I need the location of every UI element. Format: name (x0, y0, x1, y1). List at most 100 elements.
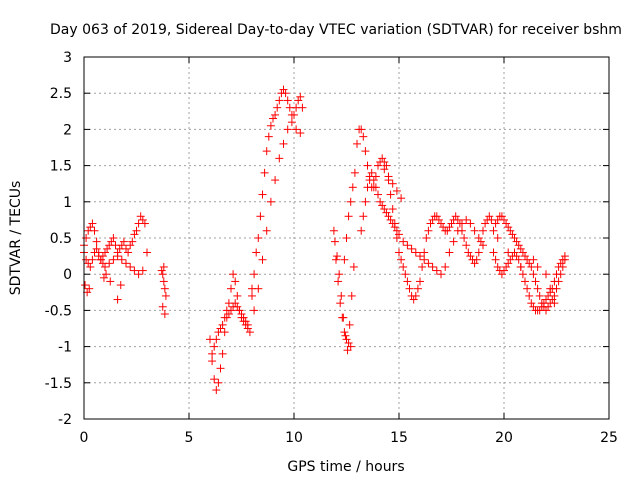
data-point (533, 284, 542, 293)
data-point (397, 194, 406, 203)
y-tick-label: 2 (63, 122, 72, 138)
data-point (94, 252, 103, 261)
data-point (514, 255, 523, 264)
data-point (405, 284, 414, 293)
data-point (388, 219, 397, 228)
data-point (424, 259, 433, 268)
data-point (504, 248, 513, 257)
data-point (237, 313, 246, 322)
data-point (241, 320, 250, 329)
data-point (506, 255, 515, 264)
data-point (340, 255, 349, 264)
data-point (124, 248, 133, 257)
data-point (86, 223, 95, 232)
y-tick-label: 2.5 (50, 86, 72, 102)
data-point (374, 190, 382, 199)
data-point (462, 241, 471, 250)
y-tick-label: -2 (58, 412, 72, 428)
data-point (481, 219, 490, 228)
data-point (92, 237, 101, 246)
data-point (497, 270, 506, 279)
data-point (493, 262, 502, 271)
data-point (345, 320, 354, 329)
data-point (384, 172, 393, 181)
data-point (359, 132, 368, 141)
data-point (512, 252, 521, 261)
data-point (542, 270, 550, 279)
x-tick-label: 15 (390, 430, 408, 446)
data-point (416, 252, 424, 261)
data-point (350, 168, 359, 177)
data-point (529, 270, 538, 279)
data-point (560, 255, 569, 264)
data-point (103, 244, 112, 253)
data-point (260, 168, 269, 177)
data-point (292, 125, 301, 134)
data-point (281, 89, 290, 98)
data-point (502, 219, 511, 228)
data-point (529, 302, 538, 311)
plot-frame (83, 56, 610, 420)
data-point (138, 266, 147, 275)
data-point (411, 291, 420, 300)
data-point (227, 284, 235, 293)
data-point (363, 161, 372, 170)
data-point (556, 259, 565, 268)
data-point (348, 183, 357, 192)
data-point (273, 103, 282, 112)
data-point (380, 205, 389, 214)
y-tick-label: -0.5 (45, 303, 72, 319)
data-point (428, 262, 437, 271)
data-point (254, 234, 263, 242)
data-point (344, 338, 353, 347)
x-tick-label: 20 (495, 430, 513, 446)
y-tick-label: 0.5 (50, 231, 72, 247)
data-point (341, 331, 350, 340)
data-point (493, 234, 502, 242)
data-point (447, 219, 456, 228)
data-point (445, 223, 454, 232)
data-point (347, 291, 356, 300)
data-point (363, 183, 372, 192)
data-point (374, 161, 382, 170)
data-point (262, 147, 271, 156)
data-point (229, 270, 238, 279)
data-point (279, 85, 288, 94)
data-point (432, 266, 441, 275)
data-point (336, 299, 345, 308)
data-point (359, 212, 368, 221)
data-point (512, 237, 521, 246)
data-point (250, 306, 259, 315)
data-point (136, 212, 145, 221)
data-point (105, 259, 114, 268)
data-point (525, 291, 534, 300)
data-point (342, 234, 351, 242)
data-point (497, 212, 506, 221)
data-point (210, 342, 219, 351)
data-point (126, 241, 135, 250)
data-point (106, 277, 115, 286)
data-point (413, 284, 422, 293)
data-point (158, 270, 167, 279)
data-point (102, 270, 111, 279)
data-point (290, 110, 298, 119)
data-point (107, 237, 116, 246)
data-point (504, 259, 513, 268)
data-point (283, 125, 292, 134)
data-point (231, 277, 240, 286)
data-point (330, 237, 339, 246)
data-point (357, 125, 366, 134)
data-point (158, 302, 167, 311)
data-point (395, 248, 403, 257)
data-point (84, 259, 93, 268)
data-point (159, 277, 168, 286)
data-point (333, 252, 342, 261)
data-point (472, 255, 481, 264)
data-point (287, 118, 296, 127)
x-tick-label: 25 (600, 430, 618, 446)
data-point (92, 244, 101, 253)
x-tick-label: 5 (185, 430, 194, 446)
x-tick-label: 10 (285, 430, 303, 446)
data-point (218, 320, 227, 329)
data-point (214, 378, 223, 387)
